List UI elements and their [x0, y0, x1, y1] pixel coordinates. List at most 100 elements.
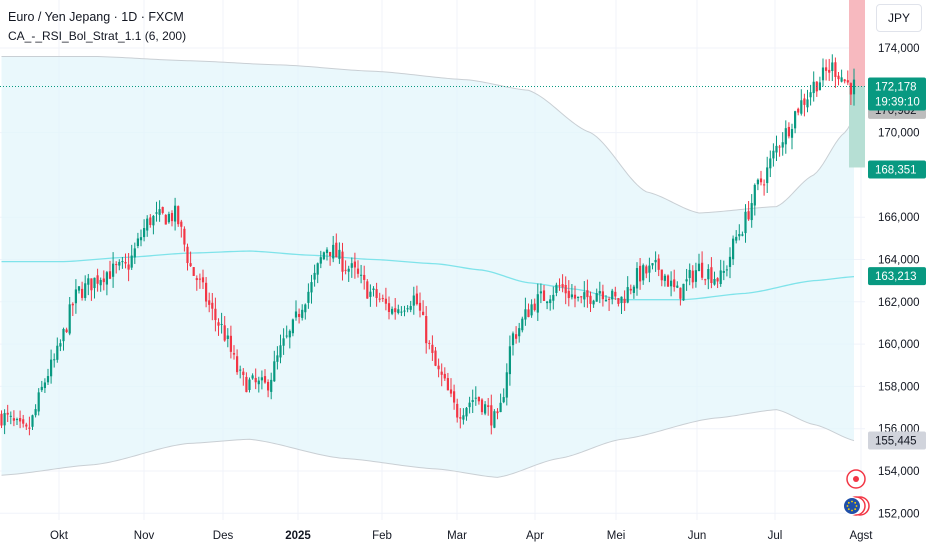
candle-body — [90, 278, 93, 291]
candle-body — [304, 304, 307, 313]
candle-body — [223, 325, 226, 341]
candle-body — [177, 206, 180, 225]
candle-body — [164, 215, 167, 225]
symbol-title[interactable]: Euro / Yen Jepang · 1D · FXCM — [8, 10, 184, 24]
candle-body — [642, 265, 645, 281]
candle-body — [149, 217, 152, 225]
candle-body — [22, 419, 25, 424]
candle-body — [778, 146, 781, 148]
candle-body — [462, 415, 465, 420]
candle-body — [790, 129, 794, 138]
stop-level-tag: 168,351 — [868, 160, 926, 179]
candle-body — [570, 294, 573, 298]
candle-body — [37, 392, 40, 412]
candle-body — [471, 400, 474, 403]
candle-body — [167, 213, 170, 223]
candle-body — [43, 382, 46, 389]
candle-body — [205, 282, 208, 302]
last-price-tag: 172,178 — [868, 77, 926, 96]
candle-body — [524, 309, 527, 320]
candle-body — [803, 98, 806, 105]
candle-body — [496, 411, 499, 414]
candle-body — [174, 205, 177, 222]
middle-band-line — [1, 250, 855, 301]
candle-body — [344, 269, 347, 271]
y-tick-label: 152,000 — [878, 508, 920, 520]
candle-body — [787, 126, 790, 137]
indicator-title[interactable]: CA_-_RSI_Bol_Strat_1.1 (6, 200) — [8, 29, 187, 43]
flag-star — [854, 501, 857, 504]
candle-body — [192, 267, 195, 276]
candle-body — [347, 268, 350, 272]
candle-body — [586, 290, 589, 298]
x-tick-label: Okt — [50, 530, 69, 542]
lower-band-line — [1, 409, 855, 478]
candle-body — [372, 288, 375, 291]
candle-body — [81, 288, 84, 298]
x-tick-label: 2025 — [285, 530, 311, 542]
candle-body — [480, 399, 484, 413]
countdown-tag-label: 19:39:10 — [875, 97, 920, 109]
candle-body — [449, 389, 453, 394]
last-price-tag-bg — [868, 77, 926, 96]
candle-body — [732, 238, 735, 260]
candle-body — [217, 322, 220, 326]
candle-body — [663, 275, 666, 281]
candle-body — [849, 83, 852, 95]
candle-body — [108, 271, 112, 279]
candle-body — [750, 203, 753, 221]
candle-body — [493, 411, 496, 428]
mid-band-tag-bg — [868, 267, 926, 286]
candle-body — [363, 274, 366, 280]
candle-body — [62, 328, 65, 342]
candle-body — [329, 251, 332, 257]
band-fill — [1, 56, 854, 478]
candle-body — [245, 376, 248, 393]
bollinger-bands — [1, 55, 855, 478]
candles — [0, 54, 856, 436]
candle-body — [412, 295, 415, 306]
candle-body — [738, 234, 741, 237]
candle-body — [809, 92, 812, 98]
candle-body — [756, 179, 759, 185]
candle-body — [15, 419, 19, 421]
candle-body — [837, 75, 840, 80]
candle-body — [316, 263, 319, 275]
candle-body — [431, 344, 434, 353]
candle-body — [133, 248, 136, 258]
candle-body — [285, 335, 288, 337]
candle-body — [846, 80, 849, 83]
currency-button[interactable]: JPY — [876, 4, 922, 32]
candle-body — [555, 284, 558, 293]
candle-body — [127, 264, 130, 270]
candle-body — [728, 256, 732, 267]
candle-body — [654, 259, 657, 263]
candle-body — [852, 79, 856, 95]
candle-body — [459, 417, 462, 419]
flag-star — [851, 509, 853, 512]
candle-body — [99, 279, 102, 286]
mid-band-tag: 163,213 — [868, 267, 926, 286]
candle-body — [673, 279, 676, 288]
candle-body — [707, 269, 710, 280]
candle-body — [694, 270, 697, 282]
candle-body — [254, 377, 257, 383]
candle-body — [9, 415, 12, 417]
candle-body — [713, 279, 716, 285]
candle-body — [71, 303, 74, 306]
candle-body — [232, 353, 236, 355]
candle-body — [763, 184, 766, 186]
candle-body — [298, 313, 301, 317]
candle-body — [598, 291, 601, 294]
candle-body — [769, 158, 772, 169]
candle-body — [418, 302, 422, 311]
countdown-tag: 19:39:10 — [868, 92, 926, 111]
candle-body — [688, 269, 691, 279]
candle-body — [794, 111, 797, 129]
candle-body — [511, 333, 515, 346]
candle-body — [146, 218, 149, 231]
candle-body — [291, 319, 294, 334]
candle-body — [549, 299, 552, 304]
